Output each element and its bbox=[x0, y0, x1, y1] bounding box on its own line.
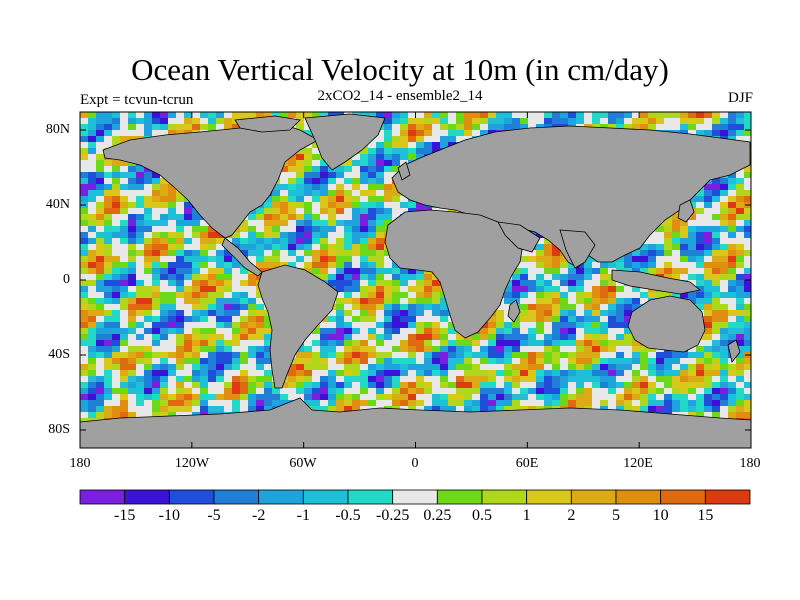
colorbar-label: 15 bbox=[697, 507, 714, 524]
colorbar-swatch bbox=[615, 489, 662, 505]
land-australia bbox=[627, 295, 706, 353]
lon-tick-180w: 180 bbox=[69, 456, 91, 471]
map-subtitle: 2xCO2_14 - ensemble2_14 bbox=[317, 88, 483, 104]
lat-tick-0: 0 bbox=[63, 272, 70, 287]
colorbar-swatch bbox=[660, 489, 706, 505]
colorbar-swatch bbox=[526, 489, 572, 505]
land-south-america bbox=[257, 264, 339, 389]
colorbar-label: 10 bbox=[652, 507, 669, 524]
colorbar-swatch bbox=[436, 489, 483, 505]
land-central-america bbox=[221, 237, 263, 277]
colorbar-label: 2 bbox=[567, 507, 576, 524]
land-india bbox=[559, 229, 596, 269]
lon-tick-60e: 60E bbox=[515, 456, 539, 471]
colorbar-swatch bbox=[704, 489, 751, 505]
land-masses bbox=[80, 113, 751, 448]
map-area bbox=[80, 112, 751, 448]
colorbar-swatch bbox=[392, 489, 438, 505]
land-japan bbox=[677, 199, 695, 223]
colorbar-swatch bbox=[570, 489, 617, 505]
land-antarctica bbox=[80, 397, 751, 448]
map-title: Ocean Vertical Velocity at 10m (in cm/da… bbox=[131, 52, 669, 87]
colorbar-label: -10 bbox=[158, 507, 180, 524]
land-madagascar bbox=[507, 299, 521, 323]
colorbar-swatch bbox=[347, 489, 394, 505]
colorbar-swatch bbox=[302, 489, 349, 505]
land-indonesia bbox=[611, 269, 701, 295]
colorbar-label: -2 bbox=[251, 507, 266, 524]
land-new-zealand bbox=[727, 339, 741, 363]
lat-tick-40s: 40S bbox=[48, 347, 70, 362]
colorbar-swatch bbox=[168, 489, 215, 505]
season-label: DJF bbox=[727, 90, 753, 106]
lon-tick-120w: 120W bbox=[174, 456, 210, 471]
land-greenland bbox=[304, 113, 386, 171]
colorbar-swatch bbox=[258, 489, 304, 505]
lon-tick-60w: 60W bbox=[289, 456, 317, 471]
experiment-label: Expt = tcvun-tcrun bbox=[80, 92, 194, 108]
lon-tick-180e: 180 bbox=[739, 456, 761, 471]
colorbar-label: 1 bbox=[522, 507, 531, 524]
colorbar-label: 5 bbox=[612, 507, 620, 524]
colorbar-label: -0.5 bbox=[335, 507, 361, 524]
colorbar-label: -15 bbox=[113, 507, 136, 524]
lon-tick-0: 0 bbox=[411, 456, 419, 471]
land-africa bbox=[384, 209, 523, 339]
land-arabia bbox=[497, 221, 541, 253]
colorbar-swatch bbox=[124, 489, 170, 505]
land-arctic-islands bbox=[234, 115, 301, 133]
axis-ticks bbox=[79, 112, 752, 448]
lat-tick-80s: 80S bbox=[48, 422, 70, 437]
colorbar-swatch bbox=[481, 489, 528, 505]
colorbar-label: -0.25 bbox=[375, 507, 410, 524]
land-british-isles bbox=[397, 161, 411, 181]
colorbar bbox=[79, 489, 751, 505]
lat-tick-80n: 80N bbox=[45, 122, 70, 137]
colorbar-swatch bbox=[213, 489, 260, 505]
colorbar-label: 0.25 bbox=[423, 507, 452, 524]
colorbar-swatch bbox=[79, 489, 126, 505]
colorbar-label: -1 bbox=[296, 507, 310, 524]
colorbar-label: -5 bbox=[207, 507, 221, 524]
lat-tick-40n: 40N bbox=[45, 197, 70, 212]
lon-tick-120e: 120E bbox=[623, 456, 653, 471]
colorbar-label: 0.5 bbox=[472, 507, 492, 524]
